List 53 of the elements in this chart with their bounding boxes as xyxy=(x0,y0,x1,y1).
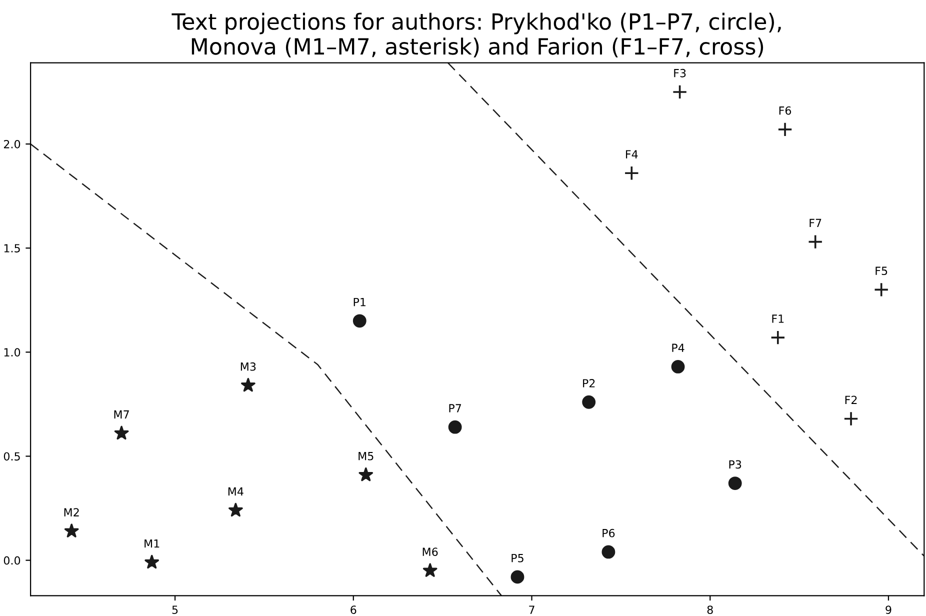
x-tick-label: 9 xyxy=(886,606,892,614)
annotation: M1 xyxy=(144,539,160,548)
point xyxy=(770,330,786,346)
point xyxy=(144,554,160,569)
point xyxy=(422,563,438,577)
point xyxy=(602,545,616,559)
annotation: M2 xyxy=(64,508,79,516)
annotation: M6 xyxy=(422,548,438,556)
point xyxy=(228,502,243,517)
annotation: P6 xyxy=(602,528,615,538)
x-tick-label: 6 xyxy=(350,606,356,614)
annotation: P7 xyxy=(449,404,461,412)
point xyxy=(510,570,524,584)
point xyxy=(582,395,596,409)
point xyxy=(874,282,889,298)
y-tick-label: 2.0 xyxy=(4,140,20,148)
annotation: P1 xyxy=(354,298,366,306)
x-tick-label: 8 xyxy=(707,606,713,614)
y-tick-label: 1.0 xyxy=(4,348,20,357)
point xyxy=(448,420,462,434)
annotation: M3 xyxy=(240,362,256,371)
annotation: F6 xyxy=(779,106,792,115)
chart-title: Text projections for authors: Prykhod'ko (P1–P7, circle), Monova (M1–M7, asterisk) and Farion (F1–F7, cross) xyxy=(172,12,781,58)
annotation: F3 xyxy=(674,68,686,78)
annotation: M7 xyxy=(114,410,129,419)
annotation: P4 xyxy=(672,344,684,352)
point xyxy=(240,378,256,392)
annotation: M5 xyxy=(358,452,374,460)
annotation: F7 xyxy=(810,218,822,228)
annotation: P5 xyxy=(512,554,524,562)
annotation: F1 xyxy=(772,314,784,323)
x-tick-label: 7 xyxy=(529,606,534,614)
point xyxy=(728,476,742,490)
point xyxy=(358,467,374,482)
point xyxy=(352,314,366,328)
y-tick-label: 0.5 xyxy=(4,452,20,461)
x-tick-label: 5 xyxy=(172,606,178,614)
point xyxy=(624,166,640,181)
point xyxy=(114,426,129,440)
y-tick-label: 0.0 xyxy=(4,556,20,565)
annotation: M4 xyxy=(228,487,244,496)
annotation: P2 xyxy=(583,379,595,388)
annotation: F5 xyxy=(876,266,888,276)
annotation: P3 xyxy=(729,460,742,469)
point xyxy=(672,84,688,100)
point xyxy=(844,411,859,426)
annotation: F4 xyxy=(626,150,638,158)
point xyxy=(64,524,79,538)
annotation: F2 xyxy=(845,396,857,404)
point xyxy=(808,234,823,250)
point xyxy=(778,122,793,137)
y-tick-label: 1.5 xyxy=(4,244,20,252)
point xyxy=(671,360,685,374)
